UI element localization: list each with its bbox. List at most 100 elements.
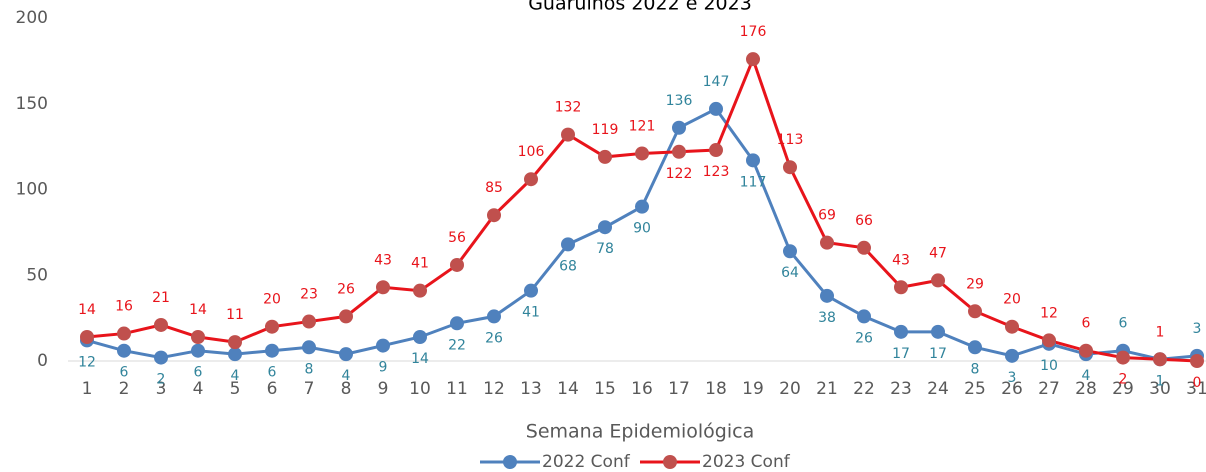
chart-title: Guarulhos 2022 e 2023 <box>528 0 752 15</box>
data-label: 2 <box>1119 372 1128 388</box>
x-tick-label: 2 <box>119 379 130 399</box>
x-tick-label: 21 <box>816 379 838 399</box>
data-label: 132 <box>555 100 582 116</box>
legend-label: 2023 Conf <box>702 452 791 472</box>
data-point <box>450 257 464 272</box>
data-label: 26 <box>485 330 503 346</box>
data-label: 4 <box>231 368 240 384</box>
data-label: 3 <box>1008 370 1017 386</box>
data-point <box>931 324 945 339</box>
data-label: 11 <box>226 307 244 323</box>
data-point <box>783 160 797 175</box>
x-tick-label: 19 <box>742 379 764 399</box>
x-tick-label: 24 <box>927 379 949 399</box>
data-label: 14 <box>189 302 207 318</box>
data-point <box>487 309 501 324</box>
data-point <box>265 343 279 358</box>
data-point <box>857 309 871 324</box>
x-tick-label: 5 <box>230 379 241 399</box>
x-tick-label: 22 <box>853 379 875 399</box>
data-label: 121 <box>629 118 656 134</box>
data-point <box>154 317 168 332</box>
x-tick-label: 1 <box>82 379 93 399</box>
data-label: 3 <box>1193 321 1202 337</box>
data-point <box>894 280 908 295</box>
x-tick-label: 7 <box>304 379 315 399</box>
x-tick-label: 26 <box>1001 379 1023 399</box>
x-tick-label: 25 <box>964 379 986 399</box>
data-point <box>672 144 686 159</box>
data-label: 68 <box>559 258 577 274</box>
data-label: 176 <box>740 24 767 40</box>
data-point <box>746 153 760 168</box>
data-point <box>635 199 649 214</box>
data-point <box>302 314 316 329</box>
legend-label: 2022 Conf <box>542 452 631 472</box>
data-label: 1 <box>1156 324 1165 340</box>
data-label: 78 <box>596 241 614 257</box>
data-label: 122 <box>666 166 693 182</box>
data-label: 113 <box>777 132 804 148</box>
data-point <box>487 208 501 223</box>
data-label: 90 <box>633 221 651 237</box>
data-point <box>450 316 464 331</box>
data-label: 17 <box>892 346 910 362</box>
data-point <box>117 343 131 358</box>
data-label: 85 <box>485 180 503 196</box>
data-label: 10 <box>1040 358 1058 374</box>
x-tick-label: 12 <box>483 379 505 399</box>
data-label: 12 <box>1040 305 1058 321</box>
x-tick-label: 14 <box>557 379 579 399</box>
data-label: 64 <box>781 265 799 281</box>
data-point <box>561 127 575 142</box>
data-label: 6 <box>268 365 277 381</box>
data-point <box>1190 354 1204 368</box>
data-point <box>598 220 612 235</box>
data-label: 14 <box>78 302 96 318</box>
data-point <box>1042 333 1056 348</box>
data-label: 26 <box>855 330 873 346</box>
data-label: 6 <box>194 365 203 381</box>
data-point <box>191 329 205 344</box>
y-tick-label: 0 <box>37 351 48 371</box>
data-label: 43 <box>892 252 910 268</box>
data-label: 117 <box>740 174 767 190</box>
data-point <box>191 343 205 358</box>
data-point <box>968 304 982 319</box>
data-point <box>635 146 649 161</box>
data-label: 1 <box>1156 373 1165 389</box>
data-label: 14 <box>411 351 429 367</box>
data-point <box>80 329 94 344</box>
data-label: 22 <box>448 337 466 353</box>
data-label: 4 <box>1082 368 1091 384</box>
data-label: 136 <box>666 93 693 109</box>
data-point <box>1116 350 1130 365</box>
data-point <box>228 335 242 350</box>
data-label: 43 <box>374 252 392 268</box>
data-label: 20 <box>263 292 281 308</box>
data-point <box>376 338 390 353</box>
data-point <box>339 347 353 362</box>
x-tick-label: 28 <box>1075 379 1097 399</box>
x-tick-label: 8 <box>341 379 352 399</box>
x-tick-label: 3 <box>156 379 167 399</box>
data-label: 16 <box>115 299 133 315</box>
data-label: 23 <box>300 287 318 303</box>
y-tick-label: 50 <box>26 265 48 285</box>
data-point <box>413 283 427 298</box>
data-point <box>339 309 353 324</box>
data-point <box>524 172 538 187</box>
data-label: 8 <box>305 361 314 377</box>
x-tick-label: 16 <box>631 379 653 399</box>
y-tick-label: 150 <box>16 94 48 114</box>
data-label: 119 <box>592 122 619 138</box>
x-axis-title: Semana Epidemiológica <box>526 421 754 443</box>
data-point <box>746 52 760 67</box>
data-label: 9 <box>379 360 388 376</box>
data-label: 26 <box>337 281 355 297</box>
data-point <box>820 235 834 250</box>
data-label: 38 <box>818 310 836 326</box>
x-tick-label: 31 <box>1186 379 1206 399</box>
